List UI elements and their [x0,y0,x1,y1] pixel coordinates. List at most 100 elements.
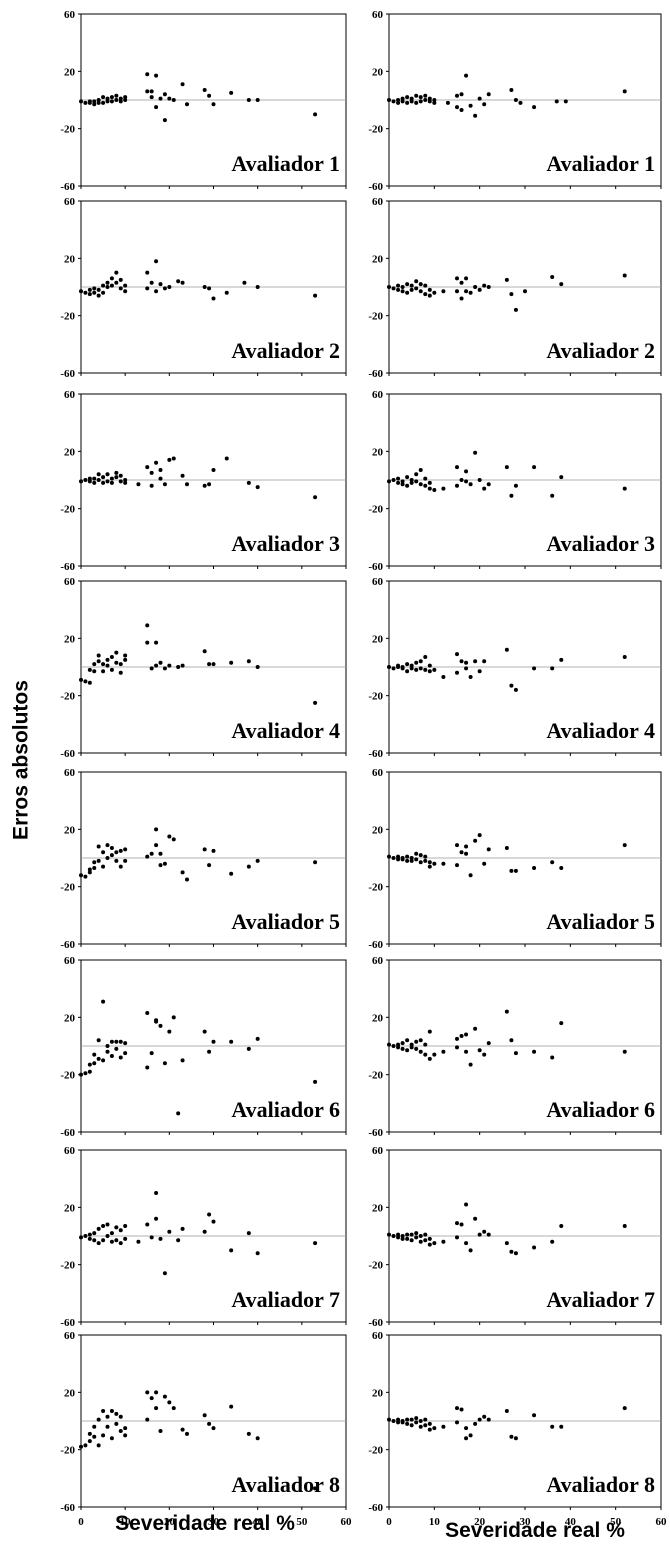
data-point [477,1232,482,1237]
data-point [92,286,97,291]
x-tick-label: 0 [78,1516,84,1528]
data-point [432,98,437,102]
data-point [202,87,207,92]
data-point [162,482,167,487]
data-point [509,87,514,92]
y-tick-label: -60 [60,1502,75,1514]
data-point [79,289,83,294]
data-point [171,98,176,102]
data-point [418,289,423,294]
data-point [101,1238,106,1243]
data-point [101,1433,106,1438]
data-point [154,663,159,668]
data-point [409,287,414,292]
data-point [396,100,401,105]
data-point [118,1414,123,1419]
data-point [96,653,101,658]
data-point [114,850,119,855]
data-point [109,1408,114,1413]
data-point [455,670,459,675]
data-point [149,1235,154,1240]
y-tick-label: -20 [368,311,383,323]
data-point [396,287,401,292]
panel-left-6: 60 20 -20 -60 Avaliador 6 [60,955,347,1139]
data-point [464,1202,469,1207]
data-point [513,98,518,102]
data-point [427,1427,432,1432]
data-point [532,465,537,470]
data-point [459,1033,464,1038]
x-tick-label: 10 [429,1516,441,1528]
data-point [455,276,459,281]
data-point [559,1223,564,1228]
data-point [154,1406,159,1411]
x-axis-label-left: Severidade real % [115,1512,295,1535]
data-point [423,1042,428,1047]
data-point [229,1248,234,1253]
y-tick-label: 60 [372,389,384,401]
data-point [418,1424,423,1429]
data-point [414,857,419,862]
data-point [486,847,491,852]
data-point [409,1042,414,1047]
data-point [246,98,251,102]
data-point [92,480,97,485]
data-point [418,659,423,664]
data-point [154,259,159,264]
data-point [464,276,469,281]
data-point [149,95,154,100]
data-point [423,1238,428,1243]
data-point [400,285,405,289]
data-point [427,1242,432,1247]
data-point [464,660,469,665]
data-point [171,1406,176,1411]
data-point [391,99,396,104]
data-point [414,851,419,856]
data-point [123,847,128,852]
data-point [523,289,527,294]
data-point [96,659,101,664]
data-point [405,854,410,859]
data-point [486,92,491,97]
data-point [387,1042,391,1047]
data-point [473,1026,478,1031]
data-point [396,98,401,102]
data-point [459,1407,464,1412]
data-point [418,467,423,472]
data-point [96,287,101,292]
data-point [427,1421,432,1426]
data-point [400,1046,405,1051]
data-point [92,669,97,674]
y-tick-label: -60 [60,748,75,760]
data-point [396,857,401,862]
data-point [432,1426,437,1431]
data-point [423,1052,428,1057]
data-point [246,480,251,485]
data-point [109,845,114,850]
data-point [459,850,464,855]
data-point [486,482,491,487]
data-point [400,482,405,487]
data-point [154,843,159,848]
y-tick-label: -60 [368,939,383,951]
data-point [468,675,473,680]
x-tick-label: 10 [120,1516,132,1528]
data-point [455,1406,459,1411]
data-point [96,858,101,863]
data-point [167,96,172,101]
data-point [387,854,391,859]
data-point [313,293,318,298]
data-point [79,99,83,104]
data-point [207,1212,212,1217]
data-point [400,1041,405,1046]
data-point [486,1417,491,1422]
data-point [118,1228,123,1233]
data-point [423,93,428,98]
data-point [441,289,446,294]
data-point [154,105,159,110]
data-point [109,1239,114,1244]
data-point [482,861,487,866]
data-point [224,456,229,461]
data-point [387,1417,391,1422]
data-point [87,479,92,484]
